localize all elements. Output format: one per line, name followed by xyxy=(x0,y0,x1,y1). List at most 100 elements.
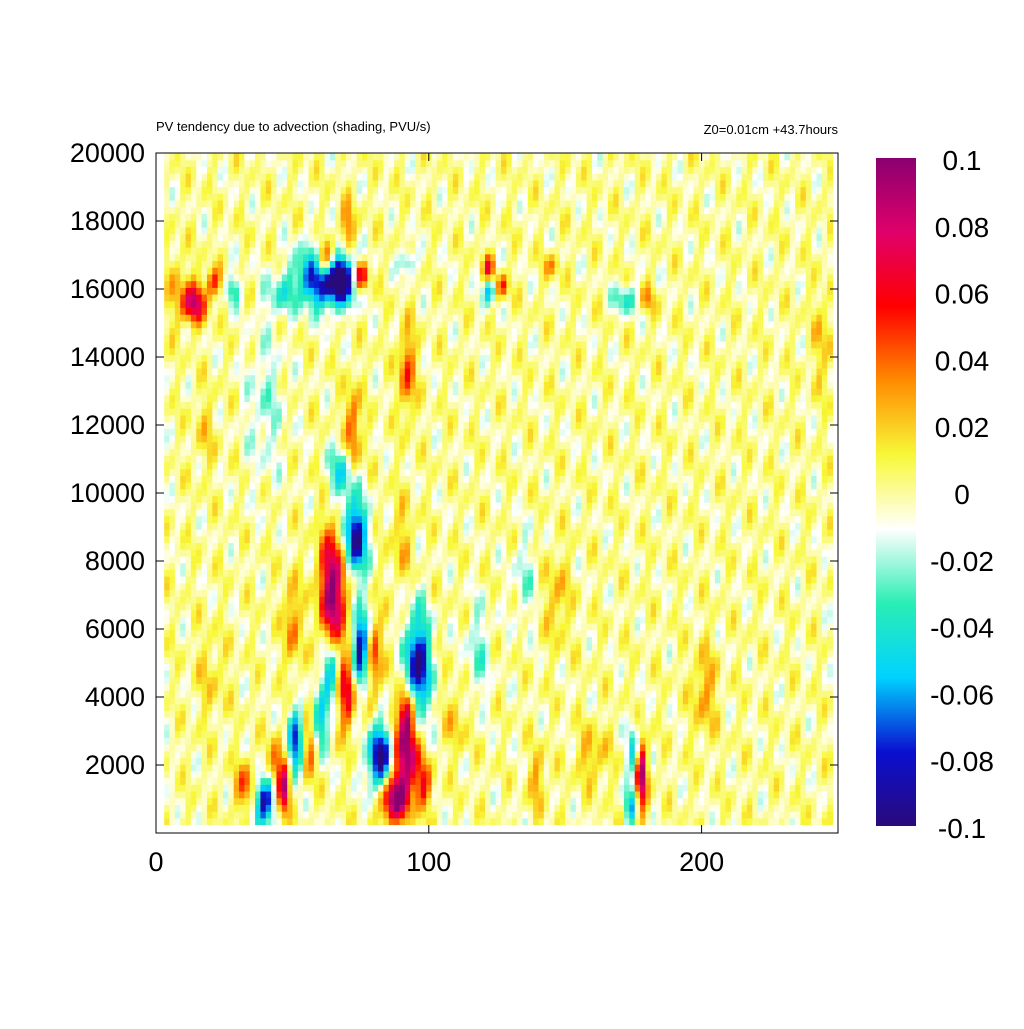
heatmap-cell xyxy=(164,602,171,611)
heatmap-cell xyxy=(522,636,529,644)
heatmap-cell xyxy=(779,770,786,779)
heatmap-cell xyxy=(559,562,566,570)
heatmap-cell xyxy=(378,797,385,805)
heatmap-cell xyxy=(533,623,540,631)
heatmap-cell xyxy=(239,696,245,705)
heatmap-cell xyxy=(479,817,486,826)
heatmap-cell xyxy=(698,784,705,792)
heatmap-cell xyxy=(575,602,582,611)
heatmap-cell xyxy=(474,649,481,658)
heatmap-cell xyxy=(313,750,320,758)
heatmap-cell xyxy=(410,582,417,591)
heatmap-cell xyxy=(640,629,647,638)
heatmap-cell xyxy=(522,723,529,732)
heatmap-cell xyxy=(415,562,422,570)
heatmap-cell xyxy=(650,690,657,698)
heatmap-cell xyxy=(795,582,802,591)
heatmap-cell xyxy=(287,670,294,678)
heatmap-cell xyxy=(746,643,753,651)
heatmap-cell xyxy=(394,784,401,792)
heatmap-cell xyxy=(538,804,545,812)
heatmap-cell xyxy=(741,649,748,658)
heatmap-cell xyxy=(575,730,582,738)
heatmap-cell xyxy=(688,649,695,658)
heatmap-cell xyxy=(356,670,363,678)
heatmap-cell xyxy=(217,811,224,819)
heatmap-cell xyxy=(704,696,711,705)
heatmap-cell xyxy=(682,562,689,570)
heatmap-cell xyxy=(575,616,582,624)
heatmap-cell xyxy=(656,596,663,604)
heatmap-cell xyxy=(190,804,197,812)
heatmap-cell xyxy=(479,730,486,738)
heatmap-cell xyxy=(752,804,759,812)
heatmap-cell xyxy=(233,764,240,772)
heatmap-cell xyxy=(324,663,331,671)
heatmap-cell xyxy=(362,717,368,725)
heatmap-cell xyxy=(693,743,700,752)
heatmap-cell xyxy=(730,750,737,758)
heatmap-cell xyxy=(388,596,395,604)
heatmap-cell xyxy=(388,643,395,651)
heatmap-cell xyxy=(549,743,556,752)
heatmap-cell xyxy=(816,623,823,631)
heatmap-cell xyxy=(538,569,545,577)
heatmap-cell xyxy=(265,770,272,779)
heatmap-cell xyxy=(410,696,417,705)
heatmap-cell xyxy=(720,784,727,792)
heatmap-cell xyxy=(297,623,304,631)
heatmap-cell xyxy=(442,703,449,711)
heatmap-cell xyxy=(458,784,465,792)
heatmap-cell xyxy=(688,777,695,785)
heatmap-cell xyxy=(661,797,668,805)
heatmap-cell xyxy=(506,602,513,611)
heatmap-cell xyxy=(795,676,802,685)
heatmap-cell xyxy=(190,629,197,638)
heatmap-cell xyxy=(682,764,689,772)
heatmap-cell xyxy=(410,790,417,799)
heatmap-cell xyxy=(308,743,315,752)
heatmap-cell xyxy=(239,636,245,644)
heatmap-cell xyxy=(479,777,486,785)
heatmap-cell xyxy=(527,717,534,725)
heatmap-cell xyxy=(474,804,481,812)
heatmap-cell xyxy=(704,790,711,799)
heatmap-cell xyxy=(714,555,721,564)
heatmap-cell xyxy=(324,696,331,705)
heatmap-cell xyxy=(795,555,802,564)
heatmap-cell xyxy=(420,784,427,792)
heatmap-cell xyxy=(704,723,711,732)
heatmap-cell xyxy=(281,589,288,597)
heatmap-cell xyxy=(271,683,278,691)
heatmap-cell xyxy=(426,710,433,718)
heatmap-cell xyxy=(410,730,417,738)
heatmap-cell xyxy=(490,811,497,819)
heatmap-cell xyxy=(586,555,593,564)
heatmap-cell xyxy=(757,703,764,711)
heatmap-cell xyxy=(249,817,256,826)
heatmap-cell xyxy=(725,576,732,584)
heatmap-cell xyxy=(249,569,256,577)
heatmap-cell xyxy=(501,757,507,765)
heatmap-cell xyxy=(164,596,171,604)
heatmap-cell xyxy=(795,757,802,765)
heatmap-cell xyxy=(805,623,812,631)
heatmap-cell xyxy=(538,750,545,758)
heatmap-cell xyxy=(565,764,572,772)
heatmap-cell xyxy=(356,643,363,651)
heatmap-cell xyxy=(452,676,459,685)
heatmap-cell xyxy=(656,636,663,644)
heatmap-cell xyxy=(629,643,636,651)
heatmap-cell xyxy=(517,629,524,638)
heatmap-cell xyxy=(313,670,320,678)
heatmap-cell xyxy=(629,623,636,631)
heatmap-cell xyxy=(431,643,438,651)
heatmap-cell xyxy=(543,770,550,779)
heatmap-cell xyxy=(362,589,368,597)
heatmap-cell xyxy=(757,670,764,678)
heatmap-cell xyxy=(517,676,524,685)
heatmap-cell xyxy=(730,790,737,799)
heatmap-cell xyxy=(474,811,481,819)
heatmap-cell xyxy=(255,797,262,805)
heatmap-cell xyxy=(201,616,208,624)
